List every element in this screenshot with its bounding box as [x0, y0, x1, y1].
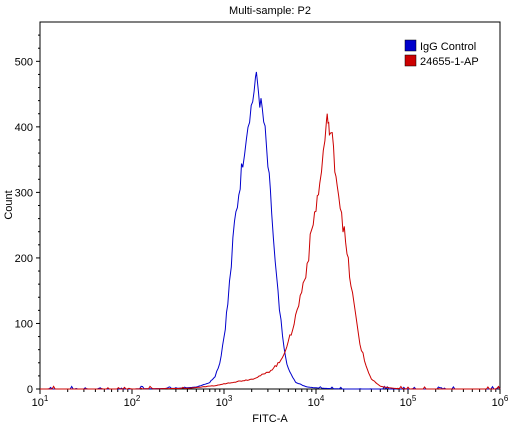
legend-label-1: 24655-1-AP — [420, 56, 479, 68]
y-tick-label-2: 200 — [15, 253, 33, 265]
y-tick-label-4: 400 — [15, 122, 33, 134]
y-tick-label-5: 500 — [15, 56, 33, 68]
legend-swatch-0 — [404, 39, 417, 52]
y-tick-label-0: 0 — [27, 384, 33, 396]
chart-title: Multi-sample: P2 — [229, 5, 311, 17]
y-tick-label-3: 300 — [15, 187, 33, 199]
y-tick-label-1: 100 — [15, 318, 33, 330]
x-axis-label: FITC-A — [252, 413, 288, 425]
series-layer — [40, 71, 501, 390]
y-tick-labels: 0 100 200 300 400 500 — [15, 56, 33, 396]
legend-swatch-1 — [404, 54, 417, 67]
legend: IgG Control 24655-1-AP — [404, 39, 479, 68]
y-axis-label: Count — [3, 190, 15, 219]
legend-label-0: IgG Control — [420, 41, 476, 53]
x-tick-labels: 101 102 103 104 105 106 — [32, 394, 509, 409]
series-line-1 — [40, 113, 501, 390]
